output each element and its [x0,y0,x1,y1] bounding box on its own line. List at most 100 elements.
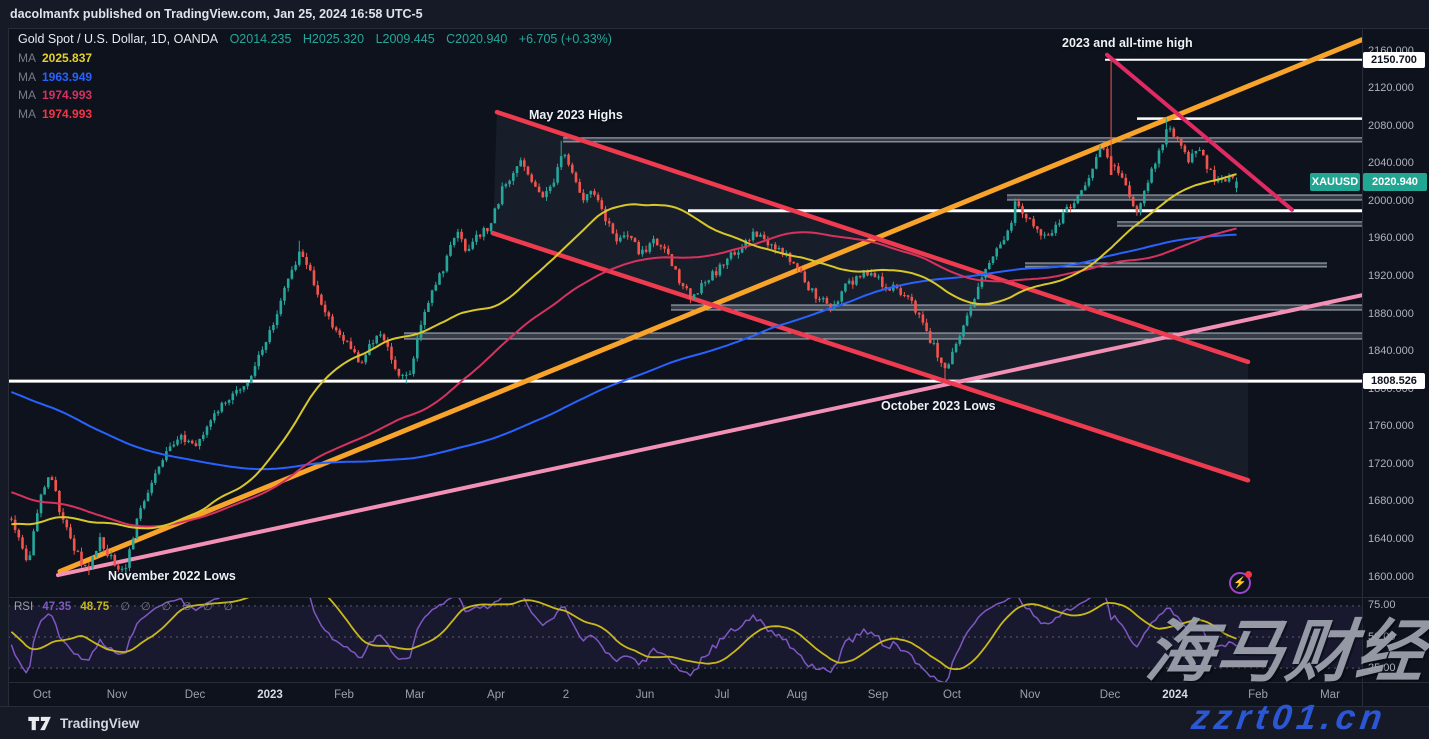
trend-line-channel-bottom [490,230,1251,483]
rsi-axis-tick: 75.00 [1368,599,1396,612]
time-axis-tick: Oct [33,689,51,701]
rsi-axis-tick: 25.00 [1368,661,1396,674]
lightning-icon: ⚡ [1233,576,1247,589]
price-axis-tick: 1920.000 [1368,269,1414,282]
ma-value: 2025.837 [42,51,93,65]
price-axis-tick: 1880.000 [1368,307,1414,320]
notification-dot [1245,571,1252,578]
rsi-pane-canvas[interactable] [8,597,1362,682]
sr-zone [671,305,1362,310]
ma-label: MA [18,69,36,84]
sr-zone [1007,195,1362,200]
footer-bar: TradingView [0,707,1429,739]
time-axis-tick: Dec [1099,689,1121,701]
pane-border [8,682,1429,683]
sr-zone [1117,221,1362,226]
price-chart-canvas[interactable] [8,28,1362,597]
annotation-all-time-high: 2023 and all-time high [1062,36,1193,50]
time-axis-tick: Jul [714,689,730,701]
rsi-label: RSI [14,601,34,613]
ohlc-open: O2014.235 [229,32,292,46]
symbol-title[interactable]: Gold Spot / U.S. Dollar, 1D, OANDA [18,32,219,46]
ma-value: 1974.993 [42,88,93,102]
sr-zone [1025,263,1327,267]
ma-line-100 [11,227,1237,528]
ma-value: 1963.949 [42,69,93,84]
ma-label: MA [18,106,36,121]
time-axis-tick: Aug [786,689,808,701]
price-axis-tick: 1600.000 [1368,570,1414,583]
time-axis-tick: Jun [635,689,655,701]
rsi-line [10,598,1237,682]
ohlc-low: L2009.445 [375,32,435,46]
price-axis-tick: 2040.000 [1368,157,1414,170]
watermark-url: zzrt01.cn [1189,698,1390,737]
rsi-legend: RSI 47.35 48.75 ∅ ∅ ∅ ∅ ∅ ∅ [14,600,237,613]
ma-value: 1974.993 [42,106,93,121]
price-line-tag: 1808.526 [1363,373,1425,390]
sr-zone [404,333,1362,339]
price-line-tag: 2150.700 [1363,51,1425,68]
annotation-october-2023-lows: October 2023 Lows [881,399,996,413]
pane-border [8,597,1429,598]
watermark-cn: 海马财经 [1142,614,1429,690]
price-axis-tick: 2080.000 [1368,119,1414,132]
rsi-smooth-line [10,598,1237,671]
price-axis-tick: 1680.000 [1368,495,1414,508]
descending-channel-fill [493,112,1248,481]
rsi-smooth-value: 48.75 [80,601,110,613]
price-axis-tick: 2000.000 [1368,194,1414,207]
trend-line-ascending-pink [56,293,1362,578]
ma-row: MA 1974.993 [18,89,614,101]
symbol-name-badge: XAUUSD [1310,172,1360,191]
time-axis-tick: Dec [184,689,206,701]
symbol-legend-row: Gold Spot / U.S. Dollar, 1D, OANDA O2014… [18,33,614,46]
time-axis-tick: 2023 [257,689,283,701]
ohlc-high: H2025.320 [302,32,365,46]
pane-border [1362,28,1363,707]
ma-label: MA [18,88,36,102]
rsi-hidden-values: ∅ ∅ ∅ ∅ ∅ ∅ [120,601,238,613]
trend-line-downtrend-from-ath [1105,52,1294,212]
time-axis-tick: Nov [106,689,128,701]
tradingview-brand-text[interactable]: TradingView [60,715,140,731]
publish-attribution-bar: dacolmanfx published on TradingView.com,… [0,0,1429,28]
attribution-text: dacolmanfx published on TradingView.com,… [10,7,423,21]
ohlc-close: C2020.940 [446,32,508,46]
ohlc-change: +6.705 (+0.33%) [518,32,612,46]
price-axis-tick: 2120.000 [1368,82,1414,95]
price-axis-tick: 1640.000 [1368,532,1414,545]
boost-button[interactable]: ⚡ [1229,571,1252,594]
candles [10,59,1238,576]
rsi-axis-tick: 50.00 [1368,630,1396,643]
price-axis-tick: 1760.000 [1368,420,1414,433]
time-axis-tick: Mar [405,689,425,701]
time-axis-tick: Feb [334,689,354,701]
time-axis-tick: 2 [562,689,570,701]
ma-line-200 [11,233,1237,471]
symbol-legend: Gold Spot / U.S. Dollar, 1D, OANDA O2014… [18,33,614,120]
ma-row: MA 1963.949 [18,71,614,83]
time-axis-tick: Mar [1320,689,1340,701]
time-axis-tick: Nov [1019,689,1041,701]
time-axis-tick: Feb [1248,689,1268,701]
time-axis-tick: Oct [943,689,961,701]
sr-zone [563,137,1362,142]
rsi-value: 47.35 [42,601,72,613]
annotation-may-2023-highs: May 2023 Highs [529,108,623,122]
pane-border [8,28,9,707]
last-price-badge: 2020.940 [1363,172,1427,191]
ma-row: MA 2025.837 [18,52,614,64]
time-axis-tick: Apr [487,689,505,701]
price-axis-tick: 1960.000 [1368,232,1414,245]
trend-line-channel-top [494,109,1251,365]
tradingview-logo-icon[interactable] [28,716,52,731]
pane-border [8,28,1429,29]
annotation-november-2022-lows: November 2022 Lows [108,569,236,583]
price-axis-tick: 1840.000 [1368,345,1414,358]
ma-label: MA [18,51,36,65]
time-axis-tick: 2024 [1162,689,1188,701]
price-axis-tick: 1720.000 [1368,457,1414,470]
time-axis-tick: Sep [867,689,889,701]
ma-row: MA 1974.993 [18,108,614,120]
